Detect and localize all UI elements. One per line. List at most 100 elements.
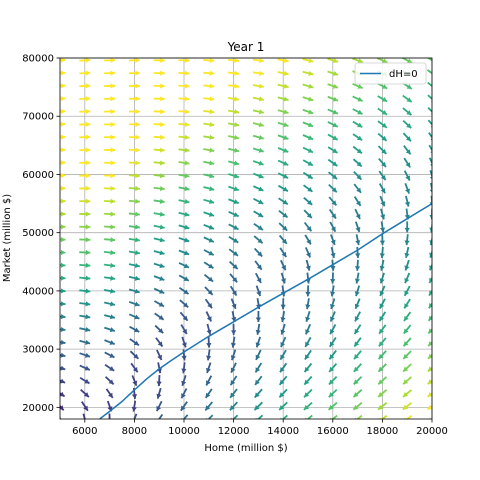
quiver-arrow [206, 349, 212, 361]
quiver-arrow-shaft [426, 69, 432, 75]
quiver-arrow-head [135, 237, 140, 243]
quiver-arrow [379, 285, 386, 297]
quiver-arrow [228, 70, 240, 76]
quiver-arrow [153, 83, 165, 89]
quiver-arrow-head [429, 215, 432, 220]
quiver-arrow [79, 83, 91, 89]
quiver-arrow [302, 146, 314, 154]
quiver-arrow [228, 260, 239, 270]
quiver-arrow-head [234, 83, 240, 89]
quiver-arrow [277, 121, 289, 128]
quiver-arrow-shaft [306, 414, 313, 419]
quiver-arrow-head [281, 278, 286, 284]
quiver-arrow-head [109, 327, 115, 333]
quiver-arrow-head [184, 147, 190, 153]
quiver-arrow [206, 336, 212, 348]
quiver-arrow-head [160, 96, 165, 102]
quiver-arrow-head [427, 379, 432, 385]
quiver-arrow-head [84, 378, 90, 384]
quiver-arrow [178, 237, 190, 243]
quiver-arrow-head [430, 151, 432, 154]
quiver-arrow [353, 324, 362, 335]
quiver-arrow [330, 298, 336, 310]
legend-label-dH0: dH=0 [389, 69, 418, 80]
quiver-arrow [128, 121, 140, 128]
quiver-arrow [328, 350, 337, 360]
quiver-arrow [79, 326, 91, 333]
quiver-arrow [178, 83, 190, 89]
quiver-arrow [105, 388, 114, 399]
quiver-arrow [330, 234, 336, 246]
quiver-arrow-head [184, 237, 190, 243]
quiver-arrow-head [208, 224, 214, 230]
quiver-arrow [304, 336, 312, 348]
quiver-arrow-head [406, 110, 412, 116]
quiver-arrow-head [156, 393, 162, 399]
quiver-arrow [427, 391, 432, 398]
quiver-arrow-head [135, 70, 140, 76]
quiver-arrow-head [354, 316, 360, 322]
quiver-arrow-head [159, 211, 165, 217]
quiver-arrow-head [406, 97, 412, 102]
quiver-arrow-shaft [428, 157, 432, 166]
quiver-arrow [206, 323, 212, 335]
quiver-arrow-head [60, 365, 66, 371]
quiver-arrow-head [60, 237, 66, 243]
quiver-arrow-head [110, 134, 116, 140]
quiver-arrow [329, 324, 337, 335]
quiver-arrow-head [110, 83, 116, 89]
quiver-arrow-head [184, 134, 190, 140]
quiver-arrow [230, 336, 237, 348]
quiver-arrow [228, 134, 240, 140]
quiver-arrow [254, 388, 263, 399]
quiver-arrow-head [257, 238, 263, 244]
quiver-arrow [377, 120, 388, 129]
quiver-arrow [328, 183, 338, 193]
quiver-arrow-head [110, 160, 116, 166]
quiver-arrow-head [209, 186, 215, 192]
quiver-arrow-head [305, 265, 311, 271]
quiver-arrow-head [378, 366, 384, 372]
quiver-arrow [378, 170, 387, 181]
quiver-arrow [402, 132, 412, 142]
quiver-arrow [252, 147, 264, 153]
quiver-arrow-head [306, 212, 312, 219]
quiver-arrow [153, 58, 165, 63]
quiver-arrow [402, 94, 413, 103]
quiver-arrow [153, 173, 165, 179]
quiver-arrow [327, 95, 339, 102]
quiver-arrow [79, 262, 91, 268]
quiver-arrow-head [85, 314, 91, 320]
quiver-arrow-head [209, 134, 215, 140]
quiver-arrow-head [258, 96, 264, 102]
quiver-arrow-head [157, 341, 163, 347]
quiver-arrow-head [110, 262, 116, 268]
quiver-arrow [252, 122, 264, 128]
quiver-arrow [303, 221, 313, 232]
quiver-arrow [427, 379, 432, 385]
y-tick-label: 50000 [22, 228, 54, 239]
quiver-arrow [156, 375, 162, 387]
quiver-arrow [104, 121, 116, 127]
quiver-arrow-head [378, 392, 384, 397]
quiver-arrow [377, 132, 388, 142]
quiver-arrow-head [428, 328, 432, 334]
quiver-arrow [327, 108, 339, 115]
quiver-arrow-head [429, 265, 432, 271]
quiver-arrow-head [307, 186, 313, 192]
quiver-arrow [79, 237, 91, 243]
quiver-arrow-head [184, 224, 190, 230]
quiver-arrow-head [379, 290, 385, 296]
x-tick-label: 20000 [416, 426, 448, 437]
quiver-arrow-head [182, 315, 188, 321]
quiver-arrow-head [60, 121, 66, 127]
quiver-arrow [203, 70, 215, 76]
quiver-arrow-head [430, 163, 432, 167]
quiver-arrow-head [110, 224, 116, 230]
y-tick-label: 60000 [22, 170, 54, 181]
quiver-arrow-head [234, 134, 239, 140]
quiver-arrow [178, 70, 190, 76]
quiver-arrow [255, 285, 262, 297]
quiver-arrow [128, 185, 140, 192]
quiver-arrow [328, 363, 338, 373]
